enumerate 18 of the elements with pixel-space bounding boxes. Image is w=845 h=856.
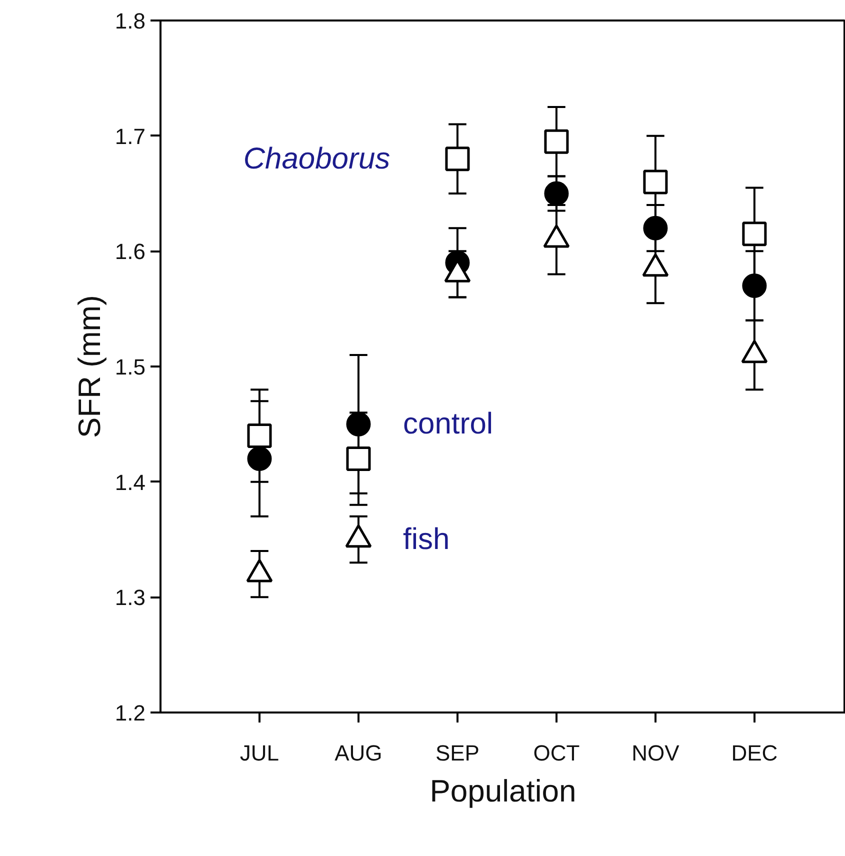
x-tick-label: DEC bbox=[731, 740, 778, 766]
y-tick-label: 1.3 bbox=[114, 585, 146, 610]
x-tick-label: AUG bbox=[334, 740, 382, 766]
series-label: Chaoborus bbox=[243, 142, 390, 176]
y-tick-label: 1.6 bbox=[114, 239, 146, 264]
y-axis-title: SFR (mm) bbox=[72, 295, 107, 438]
y-tick-label: 1.4 bbox=[114, 470, 146, 495]
series-label: control bbox=[403, 408, 494, 441]
y-tick-label: 1.2 bbox=[114, 700, 146, 726]
x-tick-label: OCT bbox=[533, 740, 580, 766]
y-tick-label: 1.8 bbox=[114, 8, 146, 34]
y-tick-label: 1.7 bbox=[114, 124, 146, 149]
x-tick-label: JUL bbox=[240, 740, 280, 766]
x-axis-title: Population bbox=[430, 774, 576, 808]
x-tick-label: NOV bbox=[632, 740, 680, 766]
y-tick-label: 1.5 bbox=[114, 354, 146, 380]
series-label: fish bbox=[403, 523, 450, 556]
x-tick-label: SEP bbox=[435, 740, 480, 766]
